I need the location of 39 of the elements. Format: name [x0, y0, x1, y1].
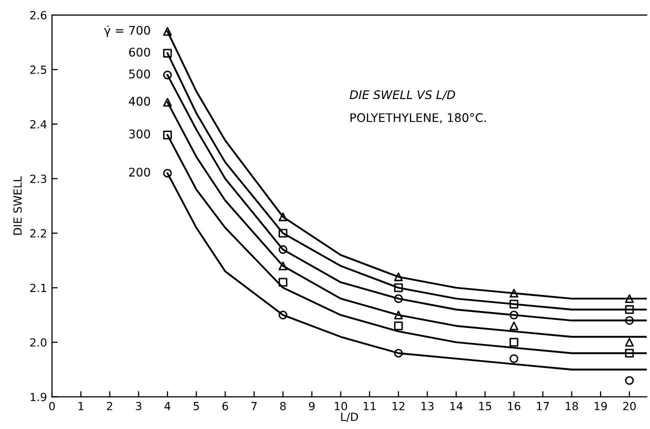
x-tick-label: 5 [194, 402, 199, 410]
x-axis-title: L/D [341, 412, 358, 422]
y-tick-label: 2.6 [30, 10, 46, 20]
x-tick-label: 4 [164, 402, 170, 410]
x-tick-label: 1 [78, 402, 84, 410]
x-tick-label: 16 [508, 402, 520, 410]
x-tick-label: 14 [450, 402, 463, 410]
y-tick-label: 2.2 [30, 229, 46, 238]
y-tick-label: 2.3 [30, 174, 46, 184]
x-tick-label: 10 [334, 402, 348, 410]
x-tick-label: 7 [251, 402, 257, 410]
x-tick-label: 11 [364, 402, 376, 410]
y-tick-label: 2.4 [30, 120, 47, 128]
x-tick-label: 0 [49, 402, 55, 410]
y-axis-title: DIE SWELL [13, 176, 22, 235]
series-label: 200 [129, 168, 150, 177]
x-tick-label: 15 [479, 402, 492, 410]
x-tick-label: 2 [107, 402, 112, 410]
y-tick-label: 2.0 [30, 338, 46, 347]
x-tick-label: 12 [392, 402, 404, 410]
series-label: 600 [129, 48, 150, 57]
x-tick-label: 8 [280, 402, 286, 410]
x-tick-label: 6 [222, 402, 228, 410]
y-tick-label: 2.1 [30, 284, 46, 292]
x-tick-label: 3 [136, 402, 142, 410]
x-tick-label: 13 [421, 402, 434, 410]
series-label: 300 [129, 130, 150, 138]
x-tick-label: 20 [623, 402, 636, 410]
y-tick-label: 2.5 [30, 66, 46, 74]
series-label: γ̇ = 700 [104, 26, 150, 38]
x-tick-label: 18 [566, 402, 578, 410]
x-tick-label: 17 [536, 402, 549, 410]
text: POLYETHYLENE, 180°C. [350, 113, 486, 124]
text: DIE SWELL VS L/D [350, 90, 456, 100]
x-tick-label: 19 [594, 402, 607, 410]
x-tick-label: 9 [309, 402, 315, 410]
series-label: 400 [128, 96, 150, 106]
series-label: 500 [129, 70, 150, 78]
y-tick-label: 1.9 [30, 392, 46, 402]
